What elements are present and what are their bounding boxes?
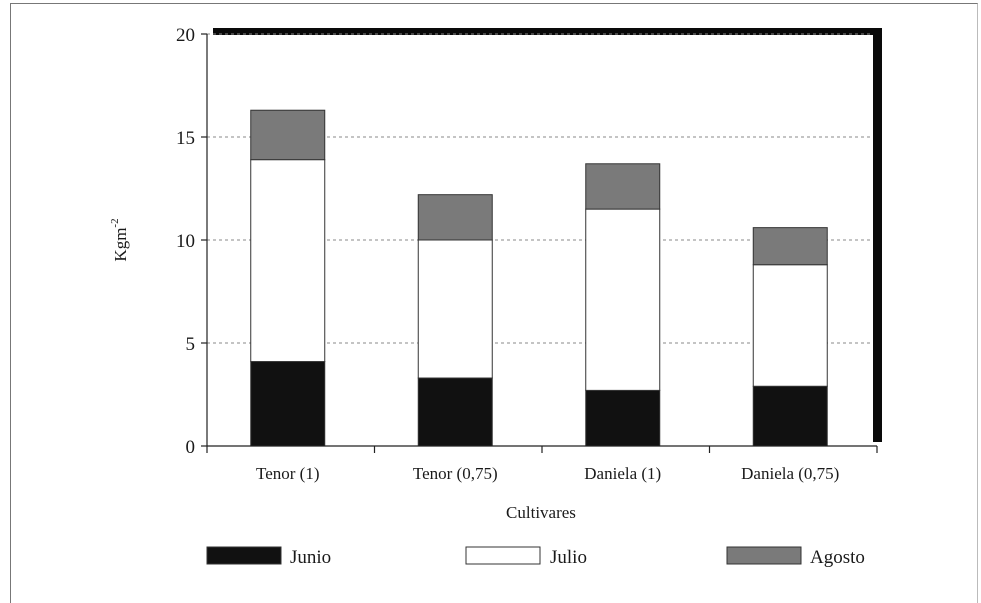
bar-junio-2 [417, 377, 493, 447]
bar-julio-1 [250, 159, 326, 363]
y-axis-title-main: Kgm [111, 228, 130, 262]
bar-julio-3 [585, 208, 661, 391]
bar-junio-1 [250, 361, 326, 447]
legend-swatch-julio [465, 546, 541, 565]
y-axis-title-superscript: -2 [109, 218, 121, 227]
bars [250, 109, 828, 447]
y-tick-label: 15 [176, 128, 195, 149]
x-tick-label: Daniela (1) [584, 464, 661, 483]
bar-junio-3 [585, 389, 661, 447]
bar-agosto-2 [417, 194, 493, 241]
stacked-bar-chart: 0 5 10 15 20 Tenor (1) Tenor (0,75) Daniela (1)… [109, 25, 882, 568]
x-tick-label: Daniela (0,75) [741, 464, 839, 483]
legend-swatch-agosto [726, 546, 802, 565]
plot-shadow-top [213, 28, 879, 35]
plot-shadow [213, 28, 882, 442]
legend-swatch-junio [206, 546, 282, 565]
bar-julio-2 [417, 239, 493, 379]
bar-julio-4 [752, 264, 828, 387]
legend-label-julio: Julio [550, 547, 587, 568]
y-tick-label: 20 [176, 25, 195, 46]
legend-label-junio: Junio [290, 547, 331, 568]
y-tick-label: 0 [186, 437, 196, 458]
axes: 0 5 10 15 20 Tenor (1) Tenor (0,75) Daniela (1)… [176, 25, 878, 483]
y-tick-label: 5 [186, 334, 196, 355]
plot-shadow-right [873, 28, 882, 442]
legend: Junio Julio Agosto [206, 546, 865, 568]
bar-agosto-3 [585, 163, 661, 210]
y-axis-title: Kgm-2 [109, 218, 130, 261]
bar-agosto-1 [250, 109, 326, 161]
bar-junio-4 [752, 385, 828, 447]
y-tick-label: 10 [176, 231, 195, 252]
x-axis-title: Cultivares [506, 503, 576, 522]
legend-label-agosto: Agosto [810, 547, 865, 568]
x-tick-label: Tenor (0,75) [413, 464, 498, 483]
bar-agosto-4 [752, 227, 828, 266]
x-tick-label: Tenor (1) [256, 464, 319, 483]
